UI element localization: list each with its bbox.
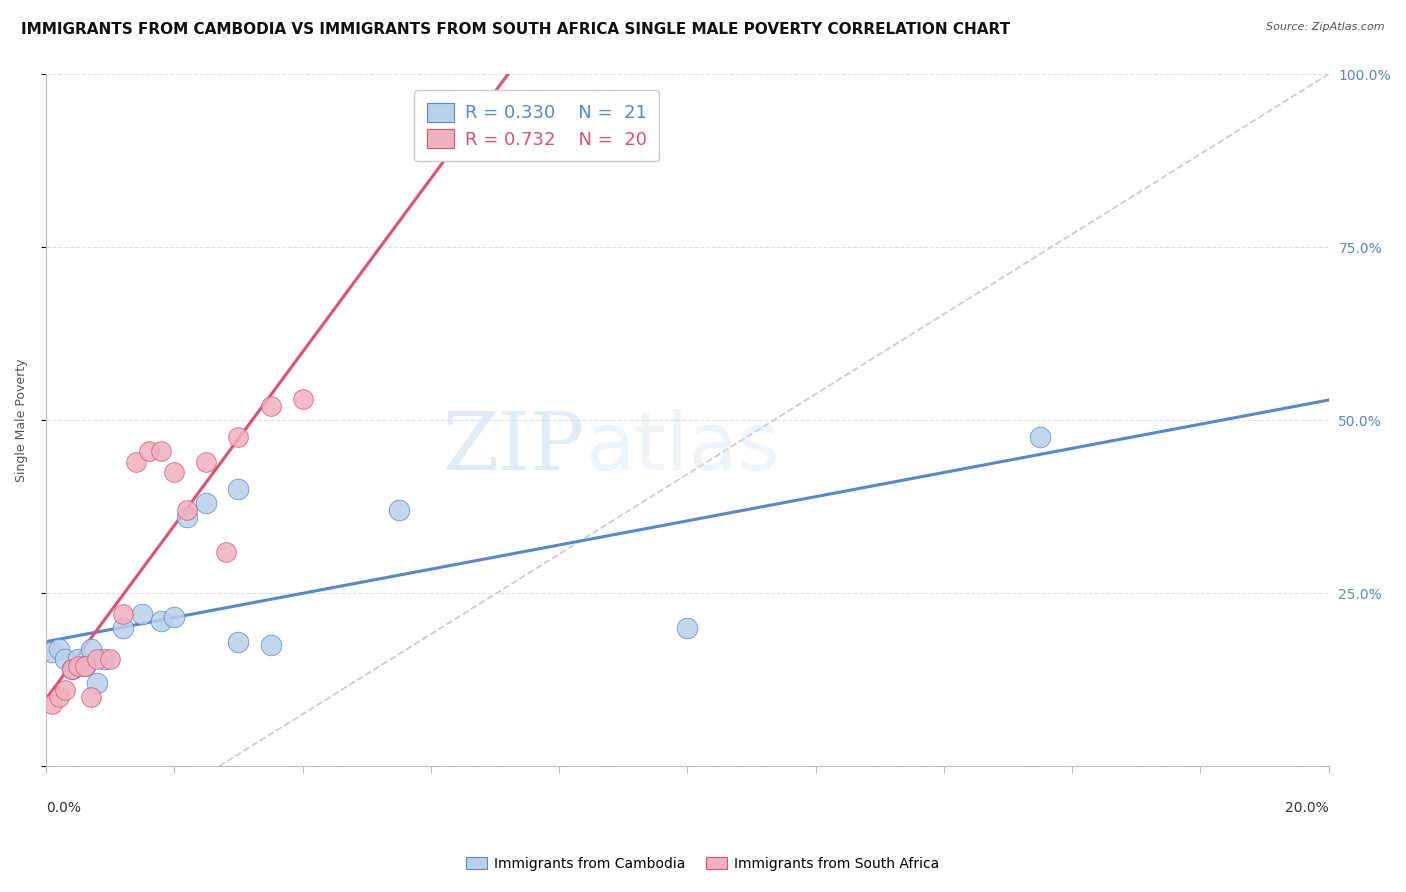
Point xyxy=(53,683,76,698)
Point xyxy=(111,621,134,635)
Point xyxy=(73,658,96,673)
Point xyxy=(259,638,281,652)
Point xyxy=(80,690,103,704)
Text: atlas: atlas xyxy=(585,409,779,487)
Point xyxy=(388,503,411,517)
Y-axis label: Single Male Poverty: Single Male Poverty xyxy=(15,359,28,482)
Point xyxy=(228,430,250,444)
Point xyxy=(150,614,173,628)
Point xyxy=(176,510,198,524)
Point xyxy=(111,607,134,621)
Point xyxy=(80,641,103,656)
Point xyxy=(214,544,236,558)
Point xyxy=(48,690,70,704)
Point xyxy=(73,658,96,673)
Point xyxy=(291,392,314,407)
Text: 0.0%: 0.0% xyxy=(46,801,82,814)
Point xyxy=(67,652,90,666)
Point xyxy=(176,503,198,517)
Point xyxy=(53,652,76,666)
Point xyxy=(676,621,699,635)
Text: 20.0%: 20.0% xyxy=(1285,801,1329,814)
Point xyxy=(163,465,186,479)
Legend: R = 0.330    N =  21, R = 0.732    N =  20: R = 0.330 N = 21, R = 0.732 N = 20 xyxy=(415,90,659,161)
Point xyxy=(195,496,218,510)
Point xyxy=(93,652,115,666)
Point xyxy=(67,658,90,673)
Point xyxy=(163,610,186,624)
Point xyxy=(228,483,250,497)
Point xyxy=(48,641,70,656)
Point xyxy=(259,399,281,413)
Point xyxy=(138,444,160,458)
Point xyxy=(150,444,173,458)
Point xyxy=(228,634,250,648)
Text: ZIP: ZIP xyxy=(443,409,585,487)
Point xyxy=(1029,430,1052,444)
Point xyxy=(195,455,218,469)
Text: Source: ZipAtlas.com: Source: ZipAtlas.com xyxy=(1267,22,1385,32)
Text: IMMIGRANTS FROM CAMBODIA VS IMMIGRANTS FROM SOUTH AFRICA SINGLE MALE POVERTY COR: IMMIGRANTS FROM CAMBODIA VS IMMIGRANTS F… xyxy=(21,22,1011,37)
Point xyxy=(131,607,153,621)
Point xyxy=(60,662,83,676)
Point xyxy=(125,455,148,469)
Point xyxy=(41,697,63,711)
Point xyxy=(86,652,108,666)
Point xyxy=(60,662,83,676)
Point xyxy=(86,676,108,690)
Point xyxy=(41,645,63,659)
Legend: Immigrants from Cambodia, Immigrants from South Africa: Immigrants from Cambodia, Immigrants fro… xyxy=(461,851,945,876)
Point xyxy=(98,652,121,666)
